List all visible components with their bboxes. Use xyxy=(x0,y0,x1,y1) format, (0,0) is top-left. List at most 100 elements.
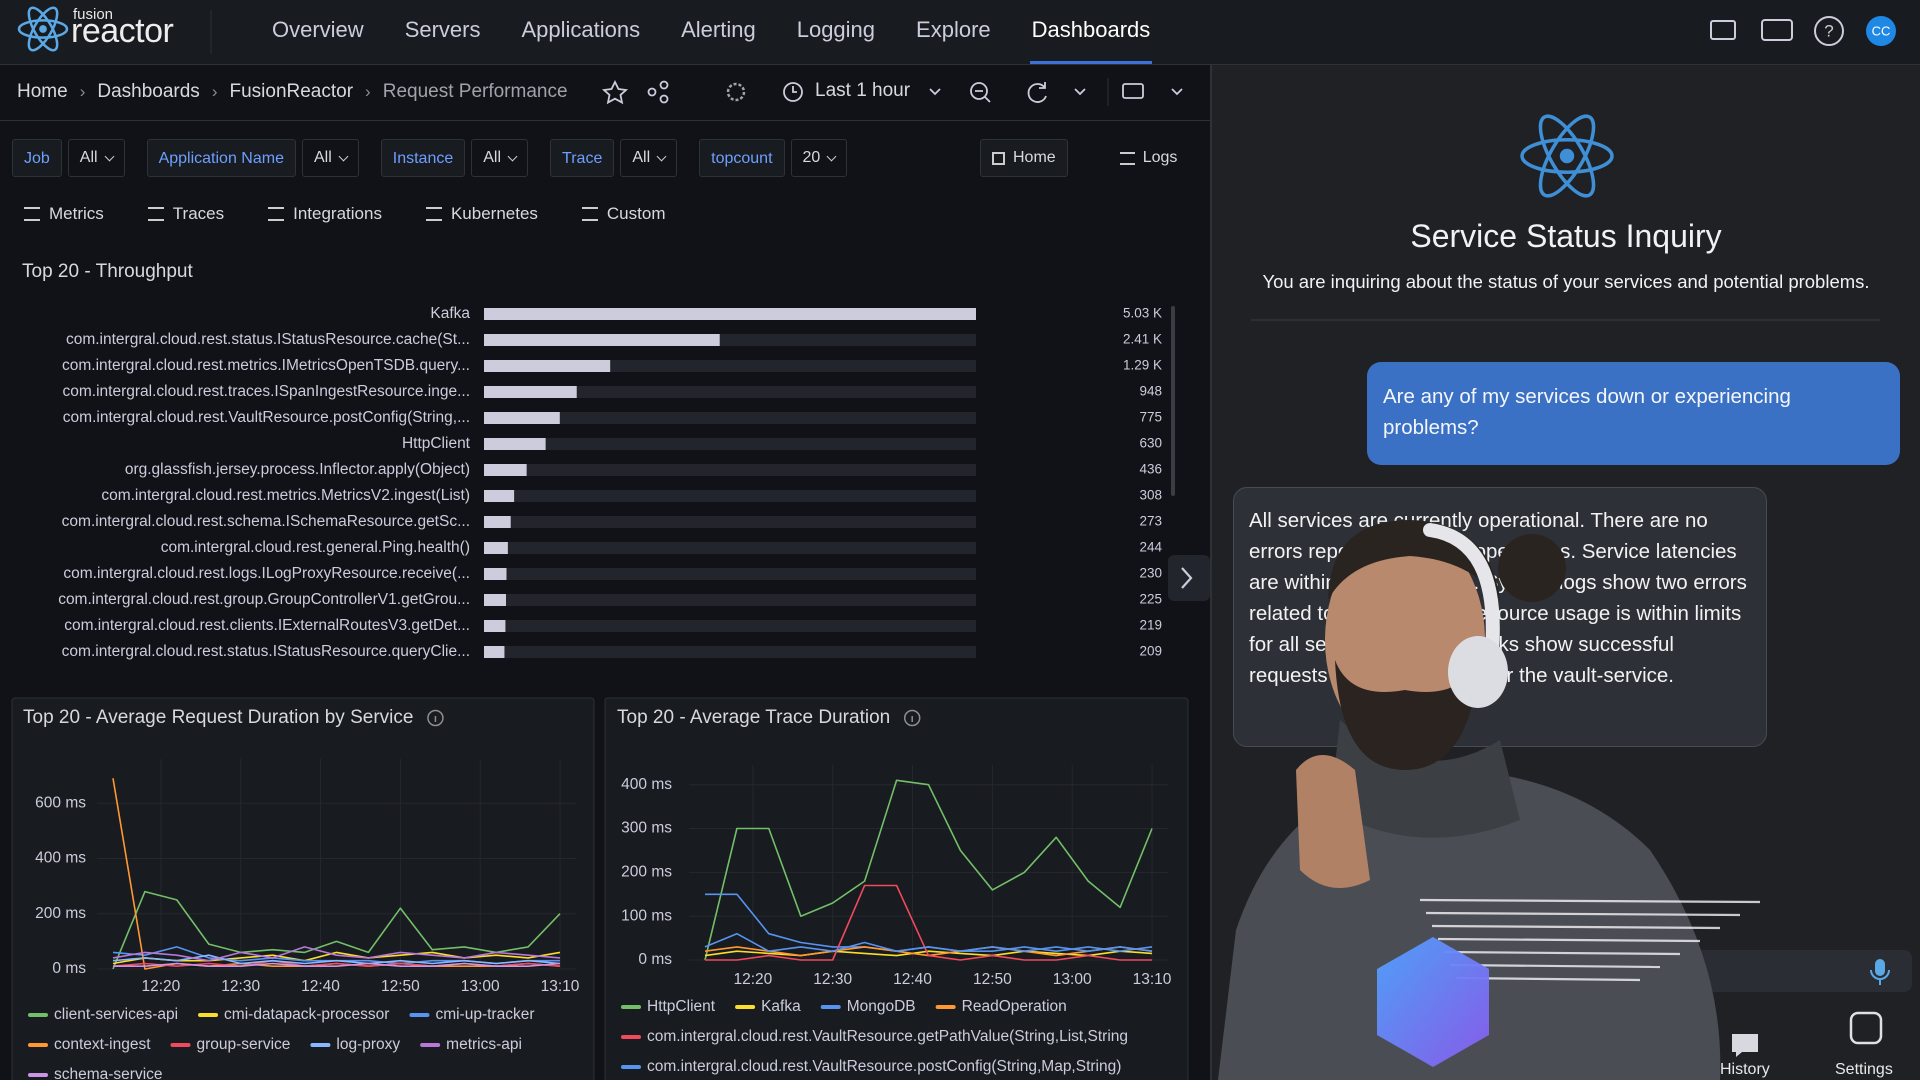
legend-label: ReadOperation xyxy=(962,998,1067,1015)
filter-value: All xyxy=(79,149,98,166)
series-line xyxy=(113,962,561,967)
time-range[interactable]: Last 1 hour xyxy=(815,80,911,101)
icon-chevron xyxy=(1074,88,1086,96)
bar xyxy=(484,438,546,450)
tab-icon xyxy=(581,207,598,221)
bottom-nav-item[interactable]: Settings xyxy=(1835,1061,1893,1078)
breadcrumb-separator: › xyxy=(211,82,218,101)
bar-track xyxy=(484,412,976,424)
breadcrumb-item: Request Performance xyxy=(382,81,568,102)
bar xyxy=(484,464,527,476)
row-tab[interactable]: Integrations xyxy=(268,204,382,224)
bar xyxy=(484,594,507,606)
dashboard-link[interactable]: Logs xyxy=(1108,139,1190,177)
user-message: Are any of my services down or experienc… xyxy=(1367,362,1900,465)
breadcrumb: Home › Dashboards › FusionReactor › Request Pe… xyxy=(17,64,568,120)
nav-item[interactable]: Alerting xyxy=(681,17,756,42)
icon-chevron xyxy=(1171,88,1183,96)
atom-orbit xyxy=(1520,138,1614,174)
filter-select[interactable]: All xyxy=(471,139,529,177)
bar xyxy=(484,568,507,580)
icon-monitor xyxy=(1122,83,1144,99)
bar-label: com.intergral.cloud.rest.metrics.Metrics… xyxy=(101,487,470,504)
nav-item[interactable]: Dashboards xyxy=(1029,0,1153,64)
tab-text: Traces xyxy=(172,204,225,223)
link-icon xyxy=(1119,151,1135,165)
bar-value-label: 230 xyxy=(1139,566,1162,581)
x-tick-label: 13:00 xyxy=(461,978,500,995)
icon-settings xyxy=(726,82,746,102)
bar-label: com.intergral.cloud.rest.status.IStatusR… xyxy=(62,643,470,660)
atom-orbit xyxy=(1538,114,1596,198)
row-tab[interactable]: Custom xyxy=(581,204,665,224)
breadcrumb-item[interactable]: Dashboards xyxy=(97,81,200,102)
bar-value-label: 630 xyxy=(1139,436,1162,451)
x-tick-label: 12:40 xyxy=(893,971,932,988)
filter-chevron xyxy=(104,151,115,161)
filter-select[interactable]: All xyxy=(620,139,678,177)
bar-value-label: 225 xyxy=(1139,592,1162,607)
legend-label: MongoDB xyxy=(847,998,916,1015)
collapse-button xyxy=(1168,555,1210,601)
filter-select[interactable]: All xyxy=(67,139,125,177)
bar-track xyxy=(484,542,976,554)
y-tick-label: 200 ms xyxy=(621,863,672,880)
filter-value: 20 xyxy=(802,149,821,166)
icon-clock-hands xyxy=(792,86,797,93)
scrollbar xyxy=(1171,306,1175,496)
nav-item[interactable]: Applications xyxy=(521,17,641,42)
series-line xyxy=(112,890,561,970)
series-line xyxy=(112,946,561,962)
logo-small: fusion xyxy=(73,6,114,23)
filter-select[interactable]: 20 xyxy=(790,139,848,177)
legend-label: cmi-up-tracker xyxy=(435,1006,534,1023)
tab-icon xyxy=(425,207,442,221)
tab-text: Kubernetes xyxy=(450,204,538,223)
icon-help-mark: ? xyxy=(1824,21,1833,40)
row-tab[interactable]: Metrics xyxy=(24,204,104,224)
bottom-nav-item[interactable]: History xyxy=(1720,1061,1770,1078)
y-tick-label: 0 ms xyxy=(52,960,86,977)
row-tab[interactable]: Kubernetes xyxy=(425,204,538,224)
nav-item[interactable]: Overview xyxy=(272,17,364,42)
bar-track xyxy=(484,438,976,450)
icon-share xyxy=(647,87,657,97)
chat-subtitle: You are inquiring about the status of yo… xyxy=(1262,271,1870,292)
filter-group: Trace All xyxy=(550,139,678,177)
filter-value: All xyxy=(632,149,651,166)
legend-label: metrics-api xyxy=(446,1036,522,1053)
tab-icon xyxy=(268,207,285,221)
bar xyxy=(484,360,611,372)
bar-label: com.intergral.cloud.rest.logs.ILogProxyR… xyxy=(63,565,470,582)
icon-clock xyxy=(783,82,803,102)
y-tick-label: 100 ms xyxy=(621,907,672,924)
icon-zoom-out xyxy=(970,82,988,100)
panel xyxy=(11,697,595,1080)
settings-icon xyxy=(1849,1011,1883,1045)
bar xyxy=(484,308,976,320)
nav-item[interactable]: Logging xyxy=(796,17,876,42)
bar xyxy=(484,542,508,554)
nav-item[interactable]: Servers xyxy=(404,17,481,42)
dashboard-link[interactable]: Home xyxy=(980,139,1068,177)
panel xyxy=(604,697,1189,1080)
legend-label: Kafka xyxy=(761,998,801,1015)
icon-keyboard xyxy=(1761,19,1793,41)
y-tick-label: 400 ms xyxy=(35,850,86,867)
icon-help xyxy=(1814,16,1844,46)
x-tick-label: 12:30 xyxy=(813,971,852,988)
bar-track xyxy=(484,568,976,580)
y-tick-label: 600 ms xyxy=(35,794,86,811)
bar-label: Kafka xyxy=(430,305,470,322)
row-tab[interactable]: Traces xyxy=(147,204,225,224)
breadcrumb-item[interactable]: FusionReactor xyxy=(229,81,354,102)
x-tick-label: 12:50 xyxy=(973,971,1012,988)
filter-select[interactable]: All xyxy=(301,139,359,177)
legend-label: schema-service xyxy=(54,1066,163,1080)
bar xyxy=(484,386,577,398)
nav-item[interactable]: Explore xyxy=(916,17,991,42)
filter-value: All xyxy=(483,149,502,166)
breadcrumb-item[interactable]: Home xyxy=(17,81,68,102)
